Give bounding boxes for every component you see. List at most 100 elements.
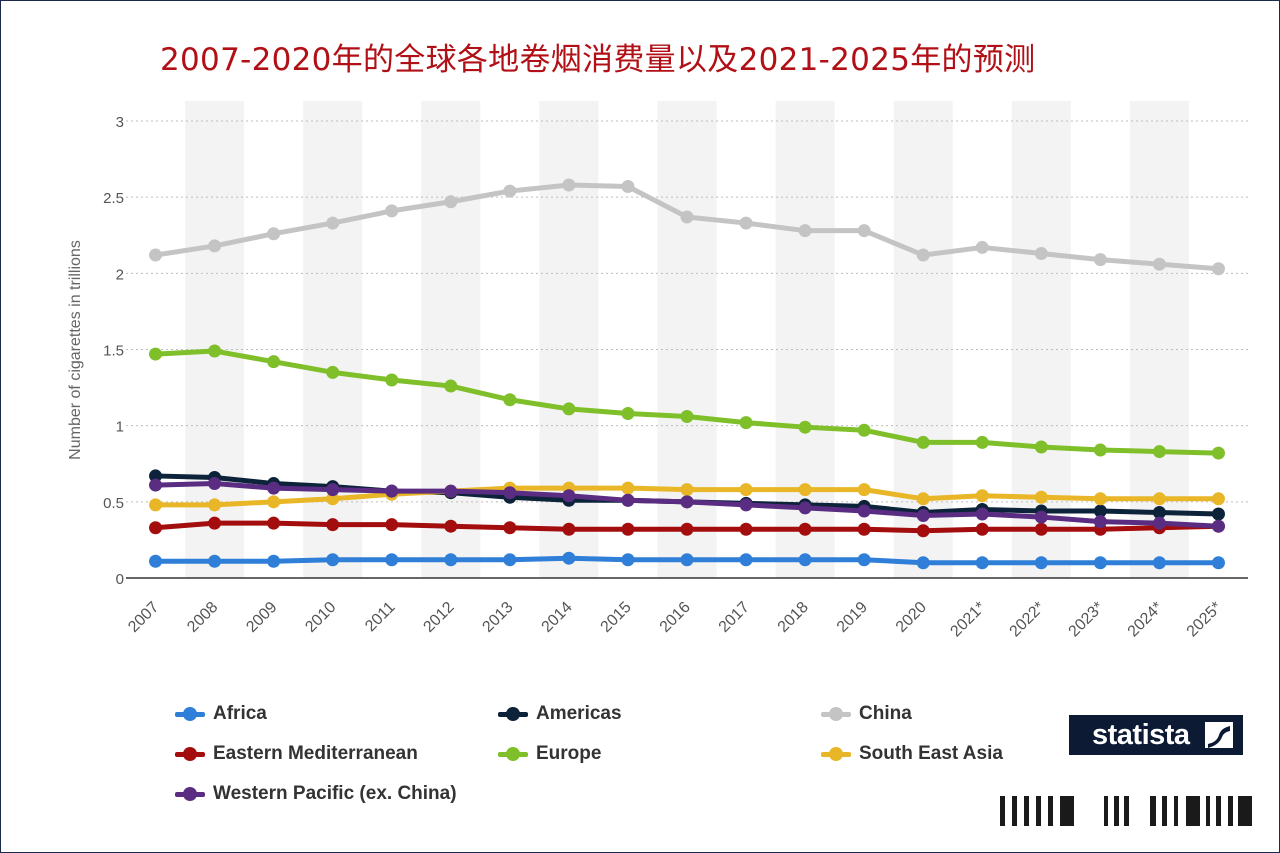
legend-swatch — [498, 707, 528, 721]
data-point — [208, 477, 222, 491]
data-point — [503, 393, 517, 407]
legend-item[interactable]: Eastern Mediterranean — [175, 743, 418, 765]
data-point — [267, 554, 281, 568]
legend-label: Western Pacific (ex. China) — [213, 783, 457, 804]
data-point — [857, 522, 871, 536]
x-tick-label: 2008 — [184, 599, 221, 636]
data-point — [739, 553, 753, 567]
data-point — [1034, 247, 1048, 261]
data-point — [503, 184, 517, 198]
x-tick-label: 2016 — [657, 599, 694, 636]
data-point — [385, 553, 399, 567]
legend-item[interactable]: Western Pacific (ex. China) — [175, 783, 457, 805]
watermark-bar — [1174, 796, 1178, 826]
data-point — [857, 224, 871, 238]
x-tick-label: 2007 — [125, 599, 162, 636]
data-point — [562, 402, 576, 416]
data-point — [621, 493, 635, 507]
data-point — [1093, 443, 1107, 457]
data-point — [562, 522, 576, 536]
data-point — [916, 509, 930, 523]
watermark-bar — [1104, 796, 1108, 826]
data-point — [680, 210, 694, 224]
watermark-bar — [1114, 796, 1119, 826]
x-tick-label: 2025* — [1184, 599, 1226, 641]
chart-title: 2007-2020年的全球各地卷烟消费量以及2021-2025年的预测 — [160, 42, 1036, 78]
watermark-bar — [1124, 796, 1129, 826]
watermark-bar — [1206, 796, 1210, 826]
data-point — [267, 495, 281, 509]
data-point — [385, 204, 399, 218]
data-point — [208, 554, 222, 568]
watermark-bar — [1060, 796, 1074, 826]
data-point — [562, 551, 576, 565]
watermark-bar — [1162, 796, 1167, 826]
data-point — [444, 553, 458, 567]
data-point — [326, 365, 340, 379]
legend-swatch — [175, 707, 205, 721]
data-point — [1211, 507, 1225, 521]
legend-item[interactable]: Europe — [498, 743, 601, 765]
x-tick-label: 2023* — [1066, 599, 1108, 641]
data-point — [1152, 445, 1166, 459]
legend-label: Eastern Mediterranean — [213, 743, 418, 764]
legend-label: Europe — [536, 743, 602, 764]
legend-swatch — [821, 707, 851, 721]
data-point — [267, 355, 281, 369]
watermark-bar — [1036, 796, 1041, 826]
data-point — [975, 240, 989, 254]
data-point — [857, 483, 871, 497]
watermark-marks — [1000, 792, 1260, 830]
data-point — [444, 195, 458, 209]
watermark-bar — [1024, 796, 1029, 826]
data-point — [739, 483, 753, 497]
data-point — [385, 373, 399, 387]
data-point — [326, 492, 340, 506]
data-point — [1093, 253, 1107, 267]
data-point — [621, 522, 635, 536]
column-band — [421, 101, 481, 578]
data-point — [798, 522, 812, 536]
data-point — [916, 556, 930, 570]
legend-swatch — [175, 747, 205, 761]
legend-item[interactable]: Americas — [498, 703, 622, 725]
x-tick-label: 2011 — [362, 599, 398, 635]
data-point — [916, 492, 930, 506]
x-tick-label: 2009 — [243, 599, 280, 636]
data-point — [916, 248, 930, 262]
data-point — [975, 507, 989, 521]
watermark-bar — [1186, 796, 1200, 826]
data-point — [326, 518, 340, 532]
data-point — [326, 483, 340, 497]
legend-item[interactable]: South East Asia — [821, 743, 1003, 765]
data-point — [267, 516, 281, 530]
y-tick-label: 3 — [116, 114, 124, 131]
y-axis-label: Number of cigarettes in trillions — [67, 240, 84, 460]
data-point — [798, 420, 812, 434]
data-point — [1034, 490, 1048, 504]
data-point — [1093, 504, 1107, 518]
legend-item[interactable]: Africa — [175, 703, 267, 725]
data-point — [1211, 262, 1225, 276]
legend-item[interactable]: China — [821, 703, 912, 725]
y-tick-label: 1.5 — [103, 343, 124, 360]
data-point — [326, 216, 340, 230]
data-point — [680, 483, 694, 497]
data-point — [621, 553, 635, 567]
data-point — [621, 180, 635, 194]
data-point — [857, 423, 871, 437]
y-tick-label: 0.5 — [103, 495, 124, 512]
data-point — [1152, 516, 1166, 530]
legend-swatch — [498, 747, 528, 761]
watermark-bar — [1238, 796, 1252, 826]
x-tick-label: 2018 — [775, 599, 812, 636]
data-point — [1034, 510, 1048, 524]
x-tick-label: 2012 — [420, 599, 457, 636]
y-tick-label: 2 — [116, 266, 124, 283]
statista-mark-icon — [1205, 722, 1233, 748]
data-point — [208, 498, 222, 512]
data-point — [680, 522, 694, 536]
data-point — [1152, 492, 1166, 506]
data-point — [208, 516, 222, 530]
